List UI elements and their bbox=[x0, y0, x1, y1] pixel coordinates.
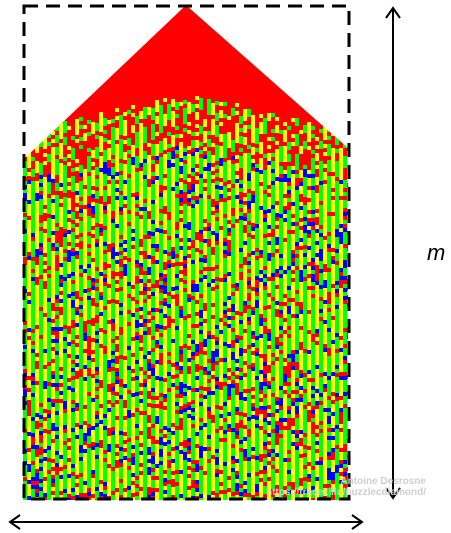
width-arrow bbox=[8, 514, 364, 530]
tiling-pattern bbox=[23, 5, 348, 500]
height-arrow bbox=[385, 6, 401, 500]
watermark: Antoine Desrosne https://tracezillo/puzz… bbox=[230, 476, 426, 498]
watermark-line-1: Antoine Desrosne bbox=[340, 476, 426, 487]
watermark-line-2: https://tracezillo/puzzlecdiamond/ bbox=[265, 487, 426, 498]
dashed-frame bbox=[22, 4, 351, 501]
height-label: m bbox=[427, 240, 446, 265]
